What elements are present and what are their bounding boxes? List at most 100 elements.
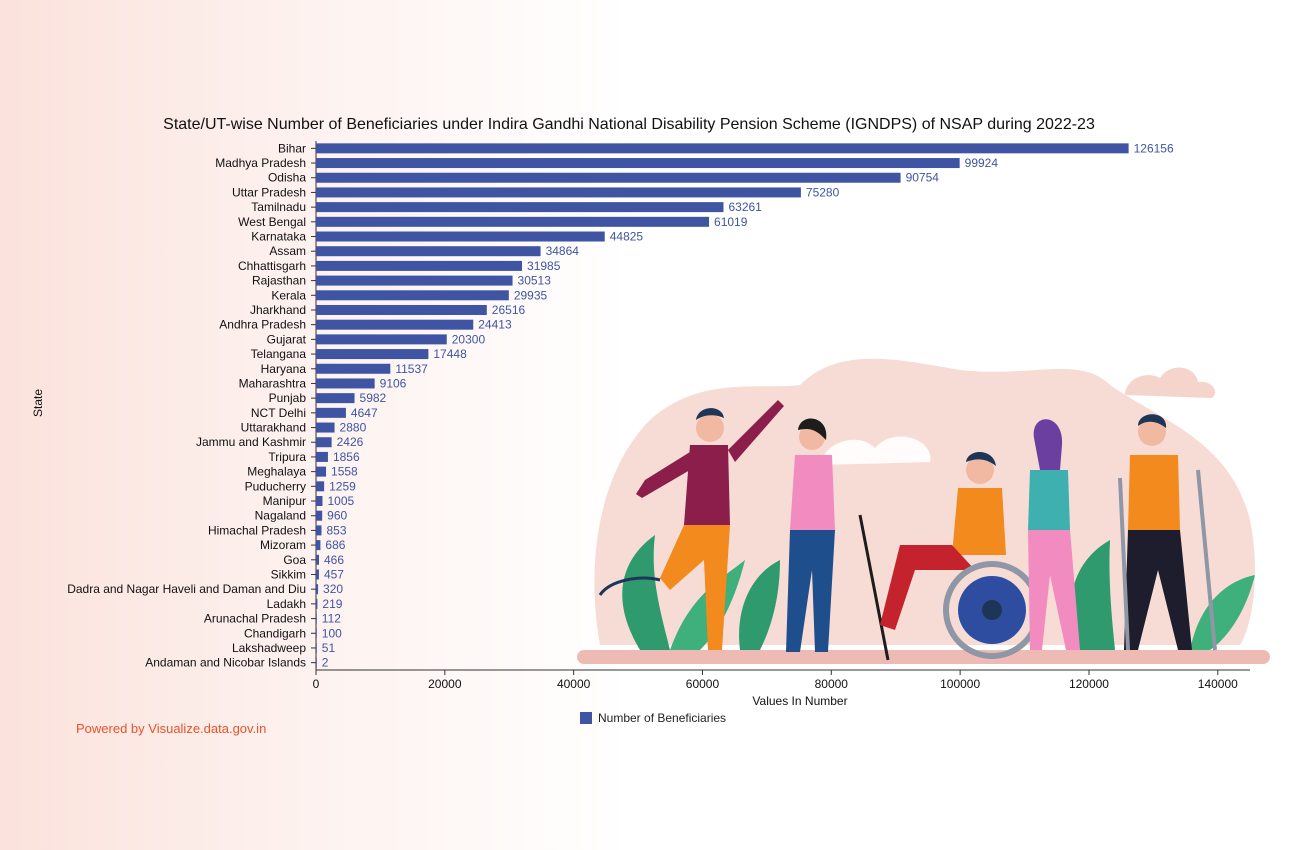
bar <box>316 437 332 448</box>
ground-strip <box>577 650 1270 664</box>
x-tick-label: 120000 <box>1069 677 1109 691</box>
bar <box>316 569 319 580</box>
y-tick-label: Manipur <box>263 494 306 508</box>
y-tick-label: Meghalaya <box>247 465 306 479</box>
data-label: 100 <box>322 626 342 640</box>
bar <box>316 540 321 551</box>
bar <box>316 246 541 257</box>
person-figure <box>1028 419 1080 650</box>
y-tick-label: Haryana <box>261 362 307 376</box>
data-label: 11537 <box>395 362 428 376</box>
y-tick-label: Jharkhand <box>250 303 306 317</box>
legend[interactable]: Number of Beneficiaries <box>580 711 726 725</box>
y-tick-label: Uttarakhand <box>241 421 306 435</box>
person-figure <box>598 400 784 650</box>
bar <box>316 451 328 462</box>
bar <box>316 584 319 595</box>
y-tick-label: Arunachal Pradesh <box>204 612 306 626</box>
y-tick-label: Kerala <box>271 288 306 302</box>
y-tick-label: Jammu and Kashmir <box>196 435 306 449</box>
bar <box>316 275 513 286</box>
data-label: 960 <box>327 509 347 523</box>
data-label: 686 <box>325 538 345 552</box>
x-tick-label: 140000 <box>1198 677 1238 691</box>
y-tick-label: Puducherry <box>245 479 306 493</box>
y-tick-label: Chandigarh <box>244 626 306 640</box>
y-tick-label: Ladakh <box>267 597 306 611</box>
data-label: 99924 <box>965 156 999 170</box>
y-tick-label: Andaman and Nicobar Islands <box>145 656 306 670</box>
y-tick-label: Chhattisgarh <box>238 259 306 273</box>
y-tick-label: Karnataka <box>251 230 306 244</box>
bar <box>316 363 391 374</box>
powered-by-link[interactable]: Powered by Visualize.data.gov.in <box>76 721 267 736</box>
data-label: 457 <box>324 567 344 581</box>
cloud-icon <box>1125 367 1216 398</box>
bar <box>316 554 320 565</box>
bar <box>316 319 474 330</box>
x-tick-label: 60000 <box>686 677 720 691</box>
y-tick-label: Goa <box>283 553 306 567</box>
y-tick-label: Mizoram <box>260 538 306 552</box>
bar <box>316 657 317 668</box>
wheelchair-figure <box>880 451 1041 659</box>
chart-title: State/UT-wise Number of Beneficiaries un… <box>163 116 1095 133</box>
plant-icon <box>739 560 780 650</box>
data-label: 219 <box>322 597 342 611</box>
data-label: 1005 <box>327 494 354 508</box>
bar <box>316 598 318 609</box>
plant-icon <box>622 535 670 650</box>
bar <box>316 304 487 315</box>
data-label: 1259 <box>329 479 356 493</box>
data-label: 466 <box>324 553 344 567</box>
y-tick-label: Nagaland <box>255 509 306 523</box>
y-tick-label: Punjab <box>269 391 307 405</box>
y-tick-label: Lakshadweep <box>232 641 306 655</box>
data-label: 853 <box>326 523 346 537</box>
data-label: 9106 <box>380 376 407 390</box>
data-label: 2 <box>322 656 329 670</box>
bar <box>316 260 523 271</box>
cloud-icon <box>820 436 931 465</box>
bar <box>316 202 724 213</box>
data-label: 75280 <box>806 185 840 199</box>
bar <box>316 393 355 404</box>
bar <box>316 143 1129 154</box>
bar <box>316 231 605 242</box>
data-label: 1856 <box>333 450 360 464</box>
bar <box>316 216 710 227</box>
data-label: 2880 <box>340 421 367 435</box>
bar <box>316 496 323 507</box>
x-tick-label: 0 <box>313 677 320 691</box>
data-label: 126156 <box>1134 141 1174 155</box>
y-tick-label: Maharashtra <box>239 376 307 390</box>
bar <box>316 525 322 536</box>
y-tick-label: Tamilnadu <box>251 200 306 214</box>
y-tick-label: NCT Delhi <box>251 406 306 420</box>
y-tick-label: West Bengal <box>238 215 306 229</box>
y-tick-label: Madhya Pradesh <box>215 156 306 170</box>
data-label: 26516 <box>492 303 526 317</box>
bar <box>316 172 901 183</box>
y-tick-label: Himachal Pradesh <box>208 523 306 537</box>
bar <box>316 466 327 477</box>
x-tick-label: 80000 <box>815 677 849 691</box>
bar <box>316 510 323 521</box>
bar <box>316 334 447 345</box>
bar <box>316 290 509 301</box>
bar <box>316 422 335 433</box>
y-axis-title: State <box>31 388 45 418</box>
data-label: 34864 <box>546 244 580 258</box>
y-tick-label: Tripura <box>268 450 306 464</box>
x-tick-label: 40000 <box>557 677 591 691</box>
bar <box>316 481 325 492</box>
data-label: 1558 <box>331 465 358 479</box>
x-tick-label: 100000 <box>940 677 980 691</box>
bar <box>316 378 375 389</box>
plant-icon <box>1071 540 1115 650</box>
data-label: 320 <box>323 582 343 596</box>
bar <box>316 187 801 198</box>
illustration <box>577 358 1270 664</box>
data-label: 2426 <box>337 435 364 449</box>
